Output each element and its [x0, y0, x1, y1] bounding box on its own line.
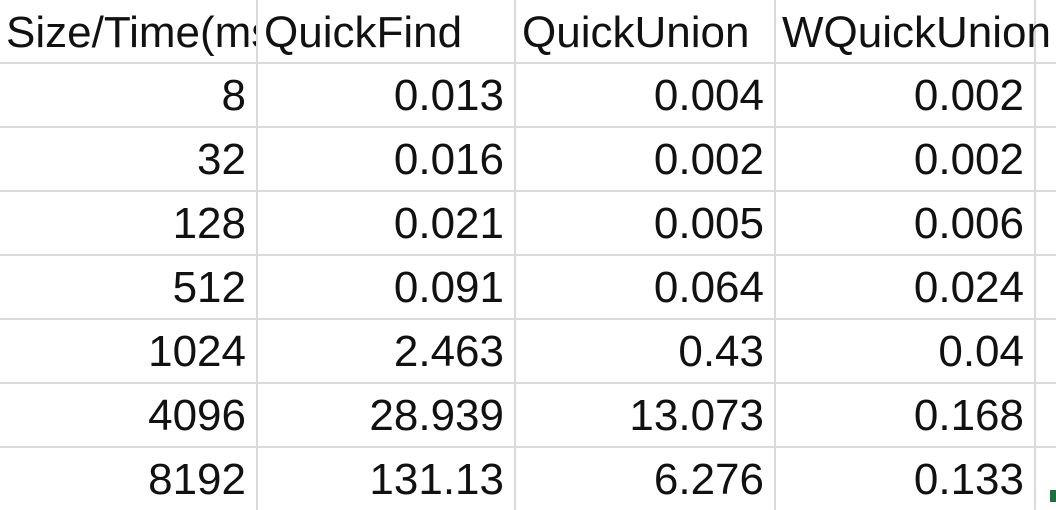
header-cell-quickunion[interactable]: QuickUnion	[516, 0, 776, 64]
empty-cell[interactable]	[1036, 320, 1056, 384]
table-cell[interactable]: 131.13	[258, 448, 516, 510]
header-cell-size-time[interactable]: Size/Time(ms	[0, 0, 258, 64]
table-cell[interactable]: 0.005	[516, 192, 776, 256]
header-cell-quickfind[interactable]: QuickFind	[258, 0, 516, 64]
empty-cell[interactable]	[1036, 0, 1056, 64]
table-cell[interactable]: 0.002	[776, 128, 1036, 192]
table-cell[interactable]: 0.024	[776, 256, 1036, 320]
table-cell[interactable]: 1024	[0, 320, 258, 384]
table-cell[interactable]: 32	[0, 128, 258, 192]
table-cell[interactable]: 0.168	[776, 384, 1036, 448]
table-cell[interactable]: 0.021	[258, 192, 516, 256]
table-cell[interactable]: 0.064	[516, 256, 776, 320]
header-cell-wquickunion[interactable]: WQuickUnion	[776, 0, 1051, 64]
table-cell[interactable]: 28.939	[258, 384, 516, 448]
empty-cell[interactable]	[1036, 128, 1056, 192]
table-cell[interactable]: 128	[0, 192, 258, 256]
table-cell[interactable]: 2.463	[258, 320, 516, 384]
empty-cell[interactable]	[1036, 384, 1056, 448]
fill-handle[interactable]	[1050, 490, 1056, 502]
table-cell[interactable]: 0.43	[516, 320, 776, 384]
table-cell[interactable]: 0.004	[516, 64, 776, 128]
table-cell[interactable]: 0.04	[776, 320, 1036, 384]
table-cell[interactable]: 4096	[0, 384, 258, 448]
table-cell[interactable]: 8192	[0, 448, 258, 510]
table-cell[interactable]: 512	[0, 256, 258, 320]
empty-cell[interactable]	[1036, 256, 1056, 320]
table-cell[interactable]: 8	[0, 64, 258, 128]
table-cell[interactable]: 0.091	[258, 256, 516, 320]
table-cell[interactable]: 0.002	[516, 128, 776, 192]
table-cell[interactable]: 0.002	[776, 64, 1036, 128]
table-cell[interactable]: 0.133	[776, 448, 1036, 510]
table-cell[interactable]: 6.276	[516, 448, 776, 510]
empty-cell[interactable]	[1036, 192, 1056, 256]
table-cell[interactable]: 0.006	[776, 192, 1036, 256]
empty-cell[interactable]	[1036, 64, 1056, 128]
table-cell[interactable]: 0.013	[258, 64, 516, 128]
table-cell[interactable]: 13.073	[516, 384, 776, 448]
table-cell[interactable]: 0.016	[258, 128, 516, 192]
